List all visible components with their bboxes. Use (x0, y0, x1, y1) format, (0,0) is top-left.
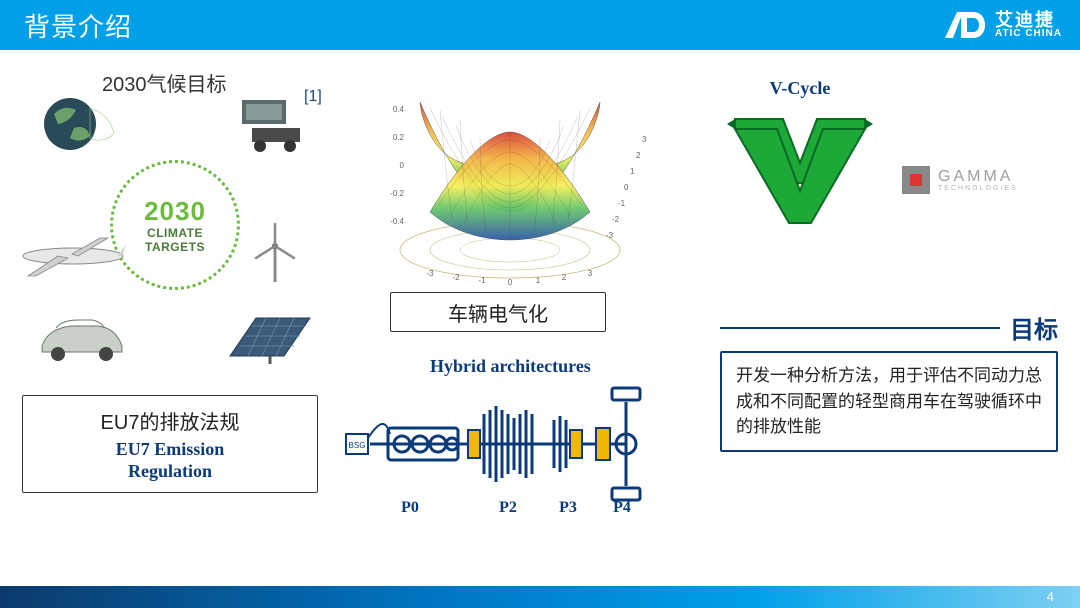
climate-circle: 2030 CLIMATE TARGETS (110, 160, 240, 290)
slide-title: 背景介绍 (24, 7, 132, 44)
climate-title: 2030气候目标 (102, 68, 227, 97)
svg-text:1: 1 (536, 276, 541, 285)
gamma-name: GAMMA (938, 169, 1018, 185)
p0-label: P0 (401, 499, 419, 516)
climate-sub1: CLIMATE (147, 227, 203, 240)
gamma-subtitle: TECHNOLOGIES (938, 185, 1018, 192)
eu7-en-text: EU7 EmissionRegulation (116, 439, 225, 482)
container-truck-icon (236, 94, 314, 156)
car-icon (32, 312, 132, 364)
svg-text:1: 1 (630, 167, 635, 176)
logo-mark-icon (943, 8, 987, 42)
objective-title: 目标 (1010, 310, 1058, 345)
p3-label: P3 (559, 499, 577, 516)
electrification-label: 车辆电气化 (390, 292, 606, 332)
v-cycle-title: V-Cycle (770, 78, 831, 99)
svg-text:-2: -2 (612, 215, 620, 224)
svg-text:-1: -1 (478, 276, 486, 285)
svg-text:-1: -1 (618, 199, 626, 208)
company-logo: 艾迪捷 ATIC CHINA (943, 8, 1062, 42)
svg-text:-2: -2 (452, 273, 460, 282)
surface-plot: 0.4 0.2 0 -0.2 -0.4 -3-2-1 0123 -3-2-1 0… (360, 62, 650, 292)
solar-panel-icon (222, 312, 318, 364)
logo-cn-text: 艾迪捷 (995, 11, 1062, 29)
svg-text:-3: -3 (606, 231, 614, 240)
objective-body: 开发一种分析方法，用于评估不同动力总成和不同配置的轻型商用车在驾驶循环中的排放性… (720, 351, 1058, 452)
gamma-square-icon (902, 166, 930, 194)
climate-sub2: TARGETS (145, 241, 205, 254)
earth-icon (40, 94, 118, 156)
logo-en-text: ATIC CHINA (995, 29, 1062, 39)
svg-text:0: 0 (508, 278, 513, 287)
svg-text:-0.2: -0.2 (390, 189, 404, 198)
objective-section: 目标 开发一种分析方法，用于评估不同动力总成和不同配置的轻型商用车在驾驶循环中的… (720, 310, 1058, 452)
hybrid-title: Hybrid architectures (430, 356, 591, 377)
page-number: 4 (1047, 589, 1054, 604)
v-cycle-icon (725, 105, 875, 225)
svg-text:0.2: 0.2 (393, 133, 405, 142)
svg-text:3: 3 (588, 269, 593, 278)
svg-text:0: 0 (624, 183, 629, 192)
svg-text:2: 2 (562, 273, 567, 282)
svg-text:0.4: 0.4 (393, 105, 405, 114)
p4-label: P4 (613, 499, 631, 516)
eu7-cn-text: EU7的排放法规 (101, 406, 240, 435)
svg-text:3: 3 (642, 135, 647, 144)
svg-text:2: 2 (636, 151, 641, 160)
gamma-technologies-logo: GAMMA TECHNOLOGIES (902, 166, 1058, 194)
header-bar: 背景介绍 艾迪捷 ATIC CHINA (0, 0, 1080, 50)
hybrid-architectures-diagram: BSG P0 P2 P3 P4 (340, 380, 696, 520)
footer-bar (0, 586, 1080, 608)
p2-label: P2 (499, 499, 517, 516)
svg-text:BSG: BSG (349, 441, 366, 450)
climate-targets-block: 2030气候目标 [1] 2030 CLIMATE TARGETS (22, 70, 322, 330)
v-cycle-block: V-Cycle (720, 78, 880, 238)
svg-text:-3: -3 (426, 269, 434, 278)
svg-text:0: 0 (400, 161, 405, 170)
objective-rule (720, 327, 1000, 329)
svg-text:-0.4: -0.4 (390, 217, 404, 226)
wind-turbine-icon (236, 222, 314, 284)
climate-year: 2030 (144, 196, 206, 227)
eu7-regulation-card: EU7的排放法规 EU7 EmissionRegulation (22, 395, 318, 493)
airplane-icon (18, 222, 128, 284)
